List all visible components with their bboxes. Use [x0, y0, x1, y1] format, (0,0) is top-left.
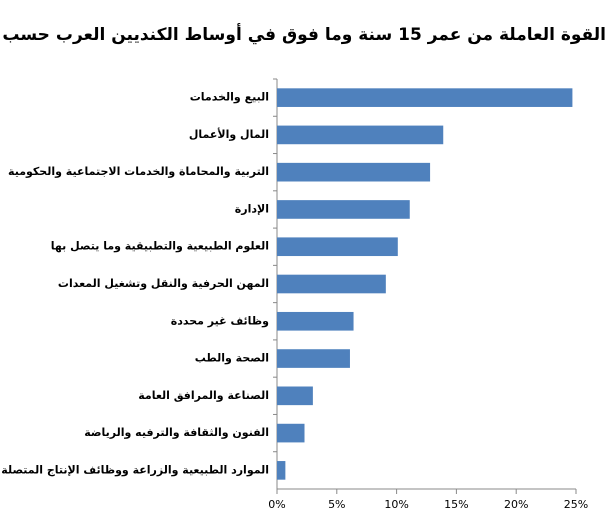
y-tick-label: العلوم الطبيعية والتطبيقية وما يتصل بها	[51, 240, 269, 253]
x-tick-label: 10%	[384, 498, 408, 511]
bar	[277, 200, 410, 219]
bar	[277, 125, 444, 145]
x-tick-label: 20%	[504, 498, 528, 511]
bar	[277, 311, 354, 331]
bar	[277, 349, 350, 368]
x-tick-label: 0%	[268, 498, 285, 511]
x-tick-label: 25%	[564, 498, 588, 511]
x-tick-label: 15%	[444, 498, 468, 511]
bar	[277, 423, 305, 443]
y-tick-label: الصحة والطب	[195, 352, 269, 365]
bar	[277, 237, 398, 257]
chart-title: القوة العاملة من عمر 15 سنة وما فوق في أ…	[0, 23, 606, 45]
y-tick-label: الموارد الطبيعية والزراعة ووظائف الإنتاج…	[1, 463, 269, 477]
y-tick-label: الفنون والثقافة والترفيه والرياضة	[84, 426, 269, 439]
bar	[277, 386, 313, 406]
y-tick-label: المهن الحرفية والنقل وتشغيل المعدات	[58, 277, 269, 290]
y-tick-label: التربية والمحاماة والخدمات الاجتماعية وا…	[8, 165, 269, 178]
bar	[277, 274, 386, 294]
y-tick-label: وظائف غير محددة	[171, 314, 269, 327]
bar	[277, 461, 286, 480]
x-tick-label: 5%	[328, 498, 345, 511]
bar	[277, 162, 431, 182]
bar	[277, 88, 573, 107]
y-tick-label: الإدارة	[235, 202, 269, 215]
y-tick-label: البيع والخدمات	[190, 91, 269, 104]
y-tick-label: الصناعة والمرافق العامة	[138, 389, 269, 402]
y-tick-label: المال والأعمال	[189, 127, 269, 141]
